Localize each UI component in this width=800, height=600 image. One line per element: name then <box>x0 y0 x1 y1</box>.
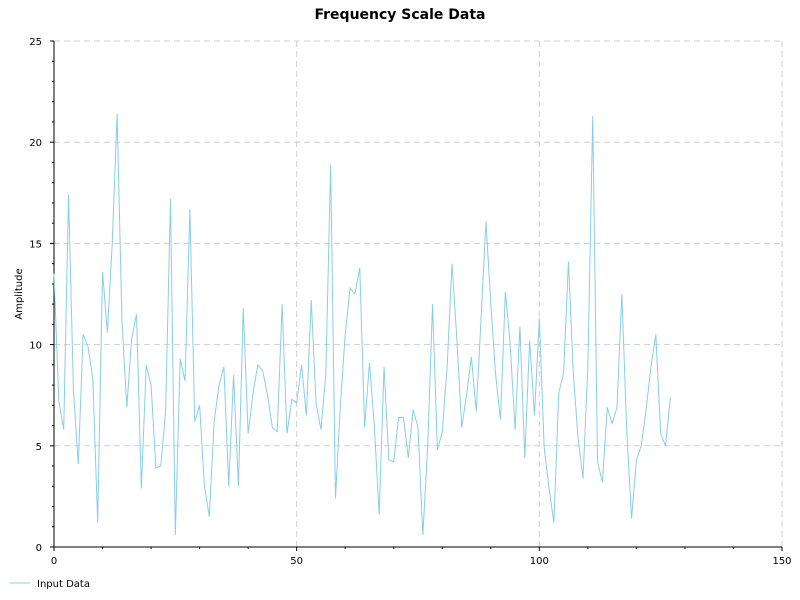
y-tick-label: 25 <box>29 37 42 48</box>
chart-title: Frequency Scale Data <box>314 7 485 23</box>
axes <box>50 40 783 551</box>
y-tick-label: 15 <box>29 239 42 250</box>
y-tick-label: 20 <box>29 138 42 149</box>
series-group <box>53 113 671 535</box>
x-tick-label: 0 <box>51 556 57 567</box>
y-tick-label: 0 <box>36 543 42 554</box>
y-axis-label: Amplitude <box>14 268 25 319</box>
tick-labels: 0 5 10 15 20 25 0 50 100 150 <box>29 37 791 567</box>
legend: Input Data <box>10 579 90 590</box>
x-tick-label: 100 <box>530 556 549 567</box>
x-tick-label: 150 <box>772 556 791 567</box>
plot-area-frame <box>54 41 782 547</box>
legend-label: Input Data <box>37 579 90 590</box>
grid-lines <box>53 40 783 548</box>
x-tick-label: 50 <box>290 556 303 567</box>
y-tick-label: 5 <box>36 442 42 453</box>
y-tick-label: 10 <box>29 341 42 352</box>
series-line-input-data <box>53 113 671 535</box>
